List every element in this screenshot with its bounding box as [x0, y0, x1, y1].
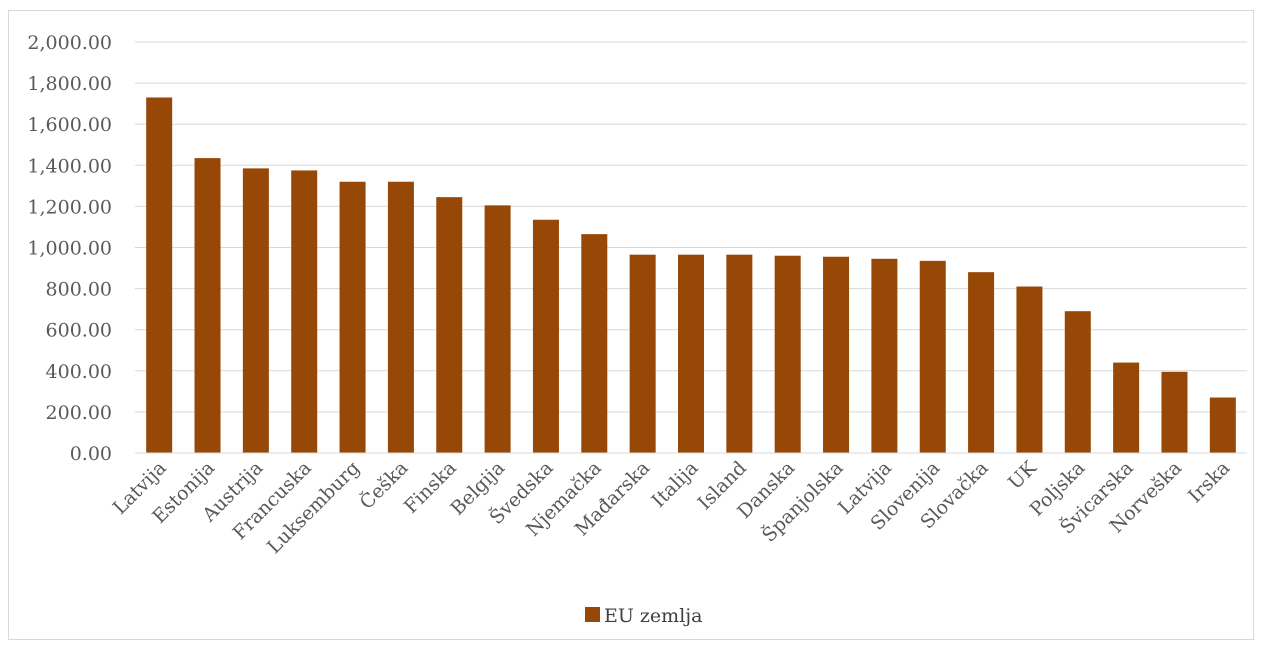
y-tick-label: 400.00	[46, 361, 112, 383]
bar	[1161, 371, 1188, 453]
bar	[387, 181, 414, 454]
bar-chart: 0.00 200.00 400.00 600.00 800.00 1,000.00 1,20…	[27, 32, 1247, 627]
bar	[919, 260, 946, 453]
x-tick-label: UK	[1004, 456, 1041, 493]
y-tick-label: 200.00	[46, 402, 112, 424]
y-tick-label: 0.00	[70, 443, 112, 465]
gridlines	[135, 41, 1247, 413]
y-tick-label: 2,000.00	[27, 32, 112, 54]
bar	[532, 219, 559, 453]
bar	[629, 254, 656, 453]
bar	[823, 256, 850, 453]
chart-frame: 0.00 200.00 400.00 600.00 800.00 1,000.00 1,20…	[8, 10, 1254, 640]
bar	[1209, 397, 1236, 453]
x-tick-label: Irska	[1184, 457, 1234, 507]
y-tick-label: 1,000.00	[27, 238, 112, 260]
bar	[484, 205, 511, 453]
y-tick-label: 1,400.00	[27, 155, 112, 177]
y-axis-ticks: 0.00 200.00 400.00 600.00 800.00 1,000.00 1,20…	[27, 32, 112, 465]
bar	[774, 255, 801, 453]
y-tick-label: 1,600.00	[27, 114, 112, 136]
x-tick-label: Italija	[647, 457, 702, 512]
bar	[1064, 311, 1091, 453]
legend-swatch	[585, 607, 600, 622]
bar	[678, 254, 704, 453]
bar	[242, 168, 269, 453]
bar	[871, 258, 898, 453]
bar	[339, 181, 366, 454]
bar	[726, 254, 753, 453]
bar	[436, 197, 463, 453]
bar	[194, 158, 221, 454]
y-tick-label: 800.00	[46, 279, 112, 301]
y-tick-label: 1,800.00	[27, 73, 112, 95]
x-axis-categories: LatvijaEstonijaAustrijaFrancuskaLuksembu…	[109, 456, 1235, 558]
bar	[968, 272, 995, 453]
bar	[1016, 286, 1043, 453]
bar	[581, 234, 608, 453]
bars	[146, 97, 1236, 454]
y-tick-label: 1,200.00	[27, 196, 112, 218]
legend: EU zemlja	[585, 605, 703, 627]
bar	[291, 170, 318, 453]
bar	[146, 97, 173, 454]
bar	[1113, 362, 1140, 453]
y-tick-label: 600.00	[46, 320, 112, 342]
legend-label: EU zemlja	[604, 605, 703, 627]
